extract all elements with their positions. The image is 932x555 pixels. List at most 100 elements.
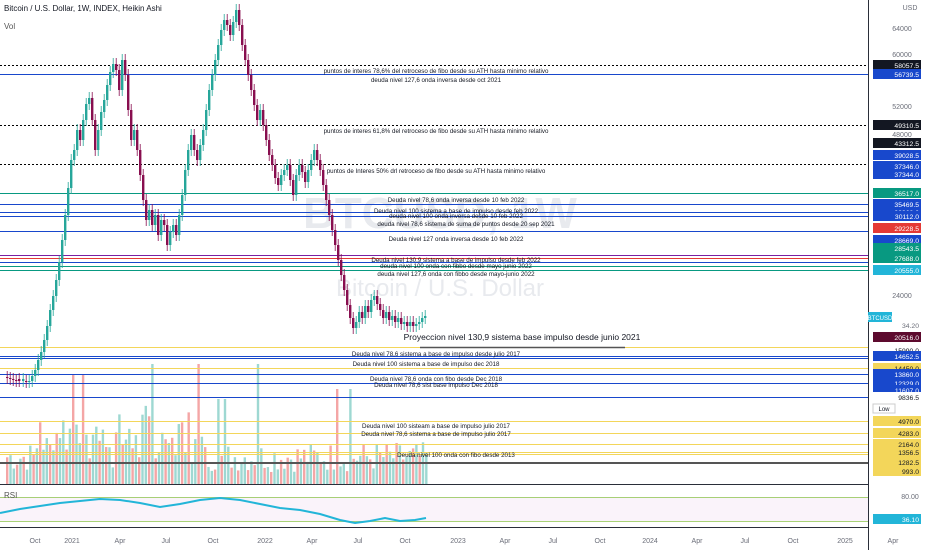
chart-annotation: Deuda nivel 78,6 onda inversa desde 10 f… <box>388 197 525 204</box>
watermark-symbol: BTCUSD, 1W <box>303 189 577 238</box>
volume-bar <box>39 422 42 484</box>
heikin-ashi-candle <box>265 125 268 140</box>
heikin-ashi-candle <box>337 245 340 260</box>
price-axis-label: 37344.0 <box>894 172 919 179</box>
volume-bar <box>223 399 227 484</box>
chart-annotation: Deuda nivel 100 sistema a base de impuls… <box>374 208 539 215</box>
price-axis-label: 4283.0 <box>898 431 919 438</box>
volume-bar <box>161 432 164 484</box>
chart-annotation: Deuda nivel 78,6 onda con fibo desde Dec… <box>370 376 503 383</box>
volume-bar <box>296 449 299 484</box>
heikin-ashi-candle <box>136 130 139 150</box>
chart-annotation: Deuda nivel 78,6 sist base impulso Dec 2… <box>374 382 498 389</box>
time-axis-label: 2022 <box>257 538 273 545</box>
rsi-axis-top: 80.00 <box>901 494 919 501</box>
volume-bar <box>207 466 210 484</box>
price-axis-label: 28669.0 <box>894 238 919 245</box>
heikin-ashi-candle <box>15 380 18 381</box>
price-axis-label: 20555.0 <box>894 268 919 275</box>
price-axis-label: 49310.5 <box>894 123 919 130</box>
price-axis-label: 27688.0 <box>894 256 919 263</box>
volume-bar <box>303 449 306 484</box>
heikin-ashi-candle <box>373 296 376 300</box>
price-axis-label: 58057.5 <box>894 63 919 70</box>
heikin-ashi-candle <box>52 296 55 310</box>
volume-bar <box>29 445 32 484</box>
volume-bar <box>345 471 349 484</box>
price-axis-tick: 48000 <box>892 132 912 139</box>
heikin-ashi-candle <box>403 322 406 324</box>
volume-bar <box>418 455 421 484</box>
volume-bar <box>289 459 293 484</box>
heikin-ashi-candle <box>22 379 25 381</box>
symbol-header[interactable]: Bitcoin / U.S. Dollar, 1W, INDEX, Heikin… <box>4 4 162 13</box>
heikin-ashi-candle <box>256 105 259 120</box>
heikin-ashi-candle <box>43 340 46 352</box>
volume-bar <box>157 452 161 484</box>
heikin-ashi-candle <box>157 215 160 235</box>
low-label: Low <box>878 407 890 413</box>
volume-bar <box>91 434 95 484</box>
heikin-ashi-candle <box>154 215 157 225</box>
heikin-ashi-candle <box>259 110 262 120</box>
heikin-ashi-candle <box>127 75 130 110</box>
heikin-ashi-candle <box>6 377 9 378</box>
heikin-ashi-candle <box>31 376 34 381</box>
price-axis-tick: 64000 <box>892 26 912 33</box>
price-axis-label-bg <box>873 363 921 373</box>
volume-bar <box>316 452 319 484</box>
heikin-ashi-candle <box>424 316 427 318</box>
volume-bar <box>25 469 29 484</box>
ticker-tag-bg <box>868 312 892 322</box>
heikin-ashi-candle <box>70 160 73 188</box>
time-axis-label: Jul <box>549 538 558 545</box>
volume-bar <box>319 463 322 484</box>
heikin-ashi-candle <box>271 155 274 165</box>
volume-bar <box>141 414 144 484</box>
heikin-ashi-candle <box>28 381 31 382</box>
chart-annotation: Deuda nivel 78,6 sistema a base de impul… <box>352 351 521 358</box>
price-axis-label: 11607.0 <box>895 388 919 395</box>
heikin-ashi-candle <box>292 180 295 195</box>
heikin-ashi-candle <box>418 322 421 324</box>
heikin-ashi-candle <box>382 310 385 318</box>
heikin-ashi-candle <box>91 98 94 120</box>
chart-annotation: Deuda nivel 127 onda inversa desde 10 fe… <box>389 236 524 243</box>
volume-bar <box>204 447 207 484</box>
price-axis-label-bg <box>873 235 921 245</box>
volume-bar <box>372 468 375 484</box>
watermark-name: Bitcoin / U.S. Dollar <box>336 275 544 302</box>
volume-bar <box>375 445 378 484</box>
volume-bar <box>243 457 246 484</box>
price-axis-label-bg <box>873 211 921 221</box>
volume-bar <box>365 456 369 484</box>
heikin-ashi-candle <box>130 110 133 140</box>
heikin-ashi-candle <box>352 318 355 328</box>
heikin-ashi-candle <box>100 112 103 130</box>
heikin-ashi-candle <box>124 60 127 75</box>
volume-bar <box>276 469 279 484</box>
heikin-ashi-candle <box>247 60 250 75</box>
volume-bar <box>58 438 62 484</box>
volume-bar <box>190 463 194 484</box>
volume-bar <box>72 374 75 484</box>
heikin-ashi-candle <box>223 20 226 30</box>
heikin-ashi-candle <box>355 322 358 328</box>
volume-bar <box>382 457 385 484</box>
volume-bar <box>220 455 223 484</box>
heikin-ashi-candle <box>9 378 12 379</box>
heikin-ashi-candle <box>106 85 109 100</box>
heikin-ashi-candle <box>421 318 424 322</box>
volume-bar <box>349 389 352 484</box>
rsi-line <box>0 496 427 525</box>
price-axis-label-bg <box>873 138 921 148</box>
heikin-ashi-candle <box>307 170 310 182</box>
rsi-indicator-label: RSI <box>4 491 18 500</box>
heikin-ashi-candle <box>406 322 409 326</box>
time-axis-label: Jul <box>162 538 171 545</box>
heikin-ashi-candle <box>211 75 214 90</box>
price-axis-label: 14652.5 <box>894 354 919 361</box>
price-axis-label: 39028.5 <box>894 153 919 160</box>
